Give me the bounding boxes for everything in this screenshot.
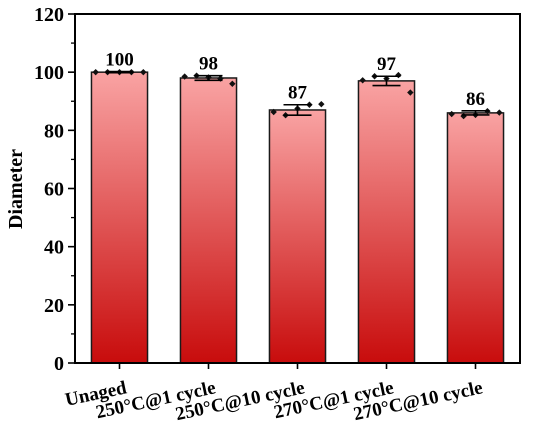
data-point <box>318 100 325 108</box>
y-axis: 0 20 40 60 80 100 120 <box>34 4 75 375</box>
error-bar <box>283 103 312 117</box>
error-bar <box>372 75 401 87</box>
bar <box>268 109 327 364</box>
y-axis-title: Diameter <box>5 149 27 229</box>
bar <box>179 77 238 364</box>
bar <box>446 112 505 364</box>
data-point <box>407 89 414 96</box>
error-bar <box>461 110 490 116</box>
data-point <box>448 110 455 118</box>
y-tick-label: 80 <box>44 120 64 142</box>
bar-value-label: 87 <box>288 83 308 104</box>
bar-value-label: 100 <box>105 50 134 71</box>
data-point <box>359 77 366 84</box>
y-tick-label: 100 <box>34 62 64 84</box>
y-tick-label: 60 <box>44 179 64 201</box>
error-bar <box>194 74 223 82</box>
data-point <box>140 68 147 76</box>
data-point <box>395 71 402 79</box>
y-tick-label: 40 <box>44 237 64 259</box>
bar-value-label: 98 <box>199 54 218 75</box>
bar <box>90 71 149 364</box>
y-tick-label: 0 <box>54 353 64 375</box>
data-point <box>270 108 277 116</box>
data-point <box>92 68 99 76</box>
bar-value-label: 97 <box>377 54 397 75</box>
bar-value-label: 86 <box>466 89 485 110</box>
data-point <box>496 109 503 116</box>
y-tick-label: 120 <box>34 4 64 26</box>
y-tick-label: 20 <box>44 295 64 317</box>
error-bars-layer <box>105 70 490 117</box>
error-bar <box>105 70 134 74</box>
data-point <box>229 80 236 87</box>
data-point <box>181 73 188 80</box>
data-labels-layer: 100 98 87 97 86 <box>105 50 485 110</box>
bar <box>357 80 416 364</box>
